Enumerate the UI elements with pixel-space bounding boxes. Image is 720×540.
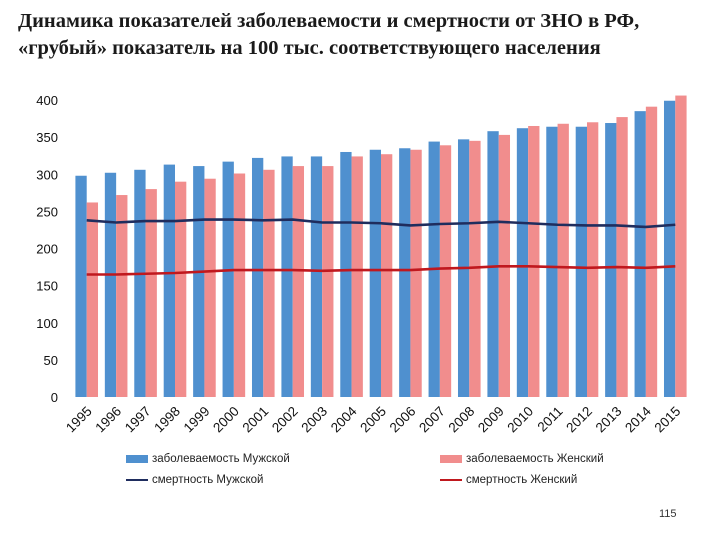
- bar-male-incidence-2000: [222, 161, 234, 397]
- legend-label: смертность Женский: [466, 474, 578, 486]
- x-tick-label: 1997: [122, 404, 154, 436]
- x-tick-label: 2006: [387, 404, 419, 436]
- x-tick-label: 2005: [357, 404, 389, 436]
- y-tick-label: 350: [36, 130, 58, 145]
- legend-swatch: [440, 455, 462, 463]
- legend-swatch: [440, 479, 462, 481]
- bar-female-incidence-2014: [645, 106, 658, 398]
- legend-item-male-incidence: заболеваемость Мужской: [126, 453, 290, 465]
- x-tick-label: 2013: [593, 404, 625, 436]
- bar-male-incidence-2013: [605, 123, 617, 398]
- x-tick-label: 2008: [446, 404, 478, 436]
- title-line-1: Динамика показателей заболеваемости и см…: [18, 10, 640, 32]
- bar-female-incidence-1995: [86, 202, 99, 397]
- y-tick-label: 200: [36, 242, 58, 257]
- x-tick-label: 2001: [240, 404, 272, 436]
- y-tick-label: 50: [44, 353, 58, 368]
- x-tick-label: 2012: [563, 404, 595, 436]
- bar-male-incidence-2012: [575, 126, 587, 397]
- page-number: 115: [659, 508, 677, 520]
- legend-swatch: [126, 455, 148, 463]
- bar-female-incidence-1996: [116, 195, 128, 397]
- x-tick-label: 2004: [328, 403, 360, 435]
- bar-male-incidence-1995: [75, 175, 87, 397]
- bar-female-incidence-2010: [528, 125, 540, 398]
- bar-male-incidence-2006: [399, 148, 411, 397]
- bar-male-incidence-1999: [193, 166, 205, 397]
- x-tick-label: 1998: [151, 404, 183, 436]
- bar-male-incidence-2015: [663, 100, 676, 398]
- x-tick-label: 1996: [92, 404, 124, 436]
- bar-male-incidence-2011: [546, 126, 558, 397]
- bar-female-incidence-2006: [410, 149, 422, 397]
- bar-male-incidence-2001: [251, 157, 264, 397]
- bar-male-incidence-2004: [340, 151, 352, 397]
- bar-female-incidence-2011: [557, 123, 569, 397]
- x-tick-label: 2010: [504, 404, 536, 436]
- x-tick-label: 2015: [652, 404, 684, 436]
- legend-label: заболеваемость Мужской: [152, 453, 290, 465]
- x-tick-label: 2011: [535, 404, 566, 435]
- bar-male-incidence-1997: [134, 169, 146, 397]
- bar-female-incidence-2007: [439, 145, 452, 397]
- bar-male-incidence-2010: [516, 128, 529, 397]
- bar-male-incidence-1996: [104, 172, 117, 397]
- y-tick-label: 400: [36, 93, 58, 108]
- bar-male-incidence-2002: [281, 156, 293, 397]
- bar-female-incidence-2004: [351, 156, 363, 397]
- x-tick-label: 2002: [269, 404, 301, 436]
- x-tick-label: 2007: [416, 404, 448, 436]
- bar-female-incidence-2002: [292, 166, 305, 397]
- bar-male-incidence-1998: [163, 164, 175, 397]
- title-line-2: «грубый» показатель на 100 тыс. соответс…: [18, 37, 601, 59]
- y-tick-label: 300: [36, 167, 58, 182]
- bar-female-incidence-1999: [204, 178, 216, 397]
- x-tick-label: 1999: [181, 404, 213, 436]
- bar-female-incidence-2000: [233, 173, 246, 397]
- line-female-mortality: [86, 265, 676, 276]
- legend-swatch: [126, 479, 148, 481]
- bar-female-incidence-2012: [587, 122, 599, 398]
- bar-male-incidence-2009: [487, 131, 499, 397]
- bar-female-incidence-2003: [322, 166, 334, 397]
- bar-female-incidence-2015: [675, 95, 687, 398]
- bar-male-incidence-2005: [369, 149, 381, 397]
- x-tick-label: 2003: [298, 404, 330, 436]
- y-tick-label: 150: [36, 279, 58, 294]
- y-tick-label: 100: [36, 316, 58, 331]
- bar-female-incidence-1998: [175, 181, 187, 397]
- bar-female-incidence-2001: [263, 169, 275, 397]
- bar-female-incidence-2005: [381, 154, 393, 397]
- x-tick-label: 2009: [475, 404, 507, 436]
- x-tick-label: 1995: [63, 404, 95, 436]
- legend-item-female-incidence: заболеваемость Женский: [440, 453, 604, 465]
- bar-female-incidence-1997: [145, 189, 157, 397]
- x-tick-label: 2000: [210, 404, 242, 436]
- y-tick-label: 250: [36, 204, 58, 219]
- legend-label: заболеваемость Женский: [466, 453, 604, 465]
- legend-item-female-mortality: смертность Женский: [440, 474, 577, 486]
- page-title: Динамика показателей заболеваемости и см…: [18, 8, 708, 62]
- legend-label: смертность Мужской: [152, 474, 264, 486]
- bar-male-incidence-2014: [634, 111, 646, 397]
- x-tick-label: 2014: [622, 403, 654, 435]
- bar-female-incidence-2008: [469, 140, 481, 397]
- legend-item-male-mortality: смертность Мужской: [126, 474, 263, 486]
- line-male-mortality: [86, 218, 676, 229]
- y-tick-label: 0: [51, 390, 58, 405]
- bar-male-incidence-2003: [310, 156, 323, 397]
- bar-female-incidence-2013: [616, 117, 628, 397]
